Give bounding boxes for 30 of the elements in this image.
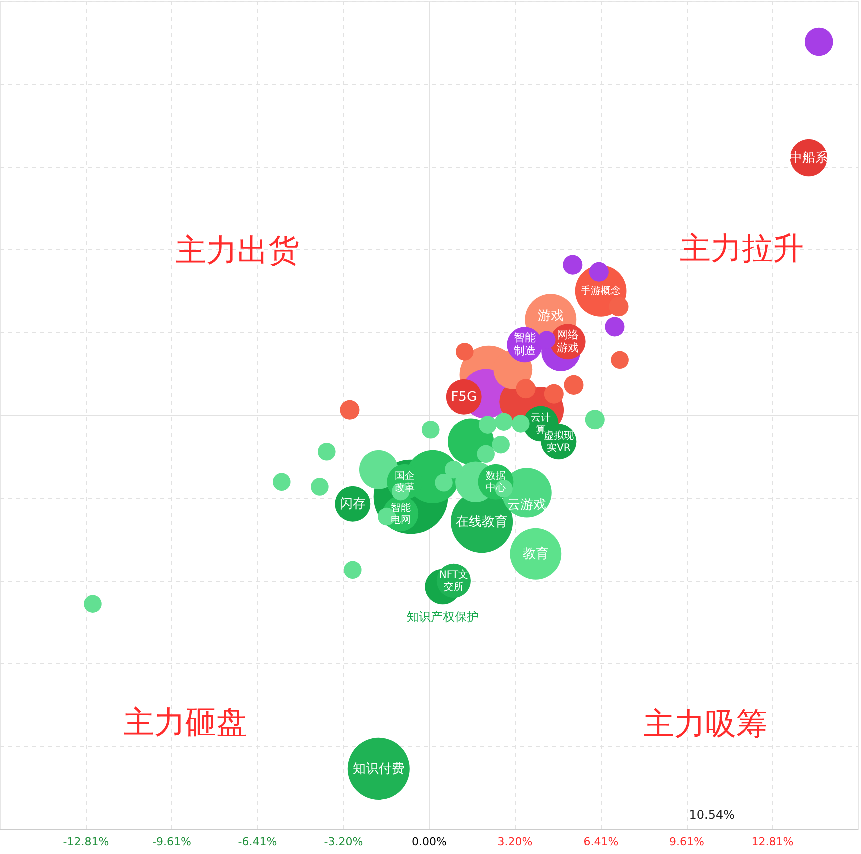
series-label: 国企改革 (394, 470, 415, 494)
x-tick-label: 3.20% (498, 836, 533, 848)
text: 网络 (557, 328, 580, 342)
series-label: 教育 (522, 546, 549, 562)
series-label: 智能制造 (514, 331, 536, 358)
series-label: 云游戏 (508, 498, 547, 513)
series-label: 在线教育 (456, 514, 508, 530)
annotation: 主力拉升 (680, 231, 804, 268)
x-tick-label: -6.41% (238, 836, 278, 848)
text: 10.54% (689, 808, 736, 822)
x-tick-label: -9.61% (152, 836, 192, 848)
x-tick-label: 12.81% (752, 836, 794, 848)
annotation: 主力出货 (176, 232, 300, 269)
series-label: NFT文交所 (439, 568, 469, 593)
text: 游戏 (538, 308, 564, 324)
x-tick-label: 9.61% (670, 836, 704, 848)
x-tick-label: 6.41% (584, 836, 619, 848)
series-label: 手游概念 (581, 285, 622, 298)
x-tick-label: 0.00% (412, 836, 447, 848)
series-label: F5G (451, 390, 478, 406)
series-label: 知识付费 (352, 762, 405, 777)
series-label: 数据中心 (486, 470, 506, 494)
series-label: 智能电网 (390, 502, 411, 526)
annotation: 主力砸盘 (123, 704, 248, 741)
series-label: 知识产权保护 (406, 610, 479, 624)
x-tick-label: -12.81% (63, 836, 110, 848)
annotation: 主力吸筹 (643, 706, 768, 742)
series-label: 闪存 (340, 497, 366, 512)
x-tick-label: -3.20% (324, 836, 364, 848)
series-label: 游戏 (557, 341, 580, 354)
